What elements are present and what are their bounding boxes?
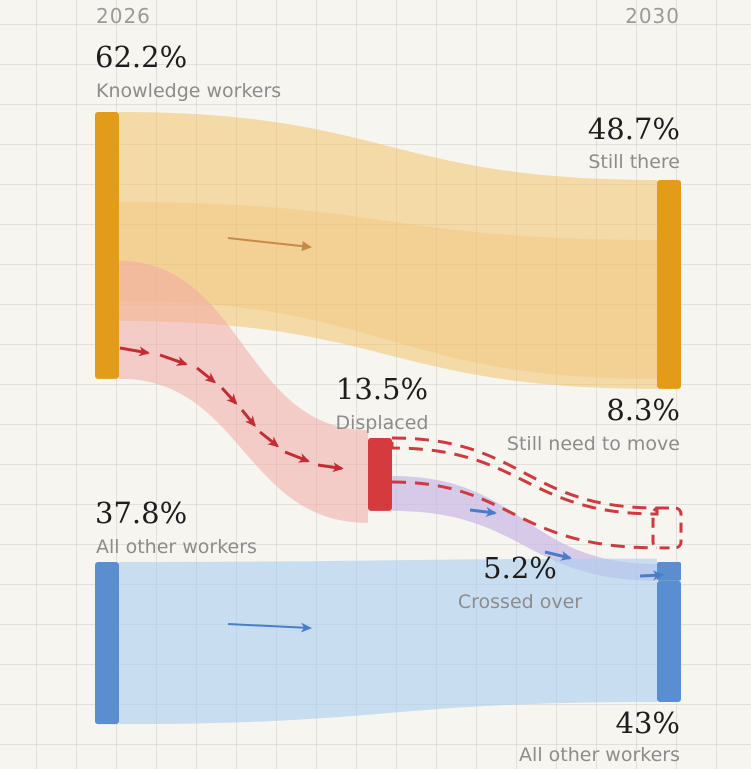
all-other-workers-2026-value: 37.8% xyxy=(95,496,188,530)
arrow-crossed-over-direction xyxy=(544,550,572,561)
flow-knowledge-to-still-there xyxy=(119,112,657,389)
arrow-displaced-chevron xyxy=(317,462,344,473)
crossed-over-label: Crossed over xyxy=(457,591,583,613)
arrow-crossed-over-direction xyxy=(639,570,664,581)
knowledge-workers-label: Knowledge workers xyxy=(96,80,282,102)
displaced-value: 13.5% xyxy=(335,372,429,406)
arrow-displaced-chevron xyxy=(240,409,256,427)
arrow-displaced-chevron xyxy=(159,353,188,366)
arrow-displaced-chevron xyxy=(220,386,238,405)
arrow-displaced-chevron xyxy=(119,346,150,357)
flow-displaced-to-crossed-over xyxy=(392,476,657,581)
arrow-displaced-chevron xyxy=(196,366,217,384)
node-still-there-2030 xyxy=(657,180,681,389)
still-there-value: 48.7% xyxy=(587,112,680,146)
arrow-other-workers-direction xyxy=(227,622,312,633)
displaced-label: Displaced xyxy=(335,412,429,434)
crossed-over-value: 5.2% xyxy=(483,551,557,585)
year-2030-label: 2030 xyxy=(625,4,680,28)
arrow-displaced-chevron xyxy=(284,450,310,463)
all-other-workers-2030-label: All other workers xyxy=(519,744,680,766)
arrow-displaced-chevron xyxy=(259,430,280,448)
still-there-label: Still there xyxy=(588,151,680,173)
node-all-other-workers-2030 xyxy=(657,580,681,702)
flow-other-to-other xyxy=(119,558,657,725)
still-need-to-move-label: Still need to move xyxy=(506,433,680,455)
arrow-crossed-over-direction xyxy=(469,506,497,517)
node-still-need-to-move xyxy=(651,506,683,550)
knowledge-workers-value: 62.2% xyxy=(95,40,188,74)
still-need-to-move-value: 8.3% xyxy=(606,393,680,427)
flow-knowledge-to-still-there-shade xyxy=(119,202,657,379)
flow-displaced-to-still-need-to-move-outline xyxy=(390,436,659,516)
arrow-still-there-direction xyxy=(227,237,312,252)
node-crossed-over xyxy=(657,562,681,581)
year-2026-label: 2026 xyxy=(96,4,151,28)
all-other-workers-2030-value: 43% xyxy=(615,706,680,740)
node-knowledge-workers-2026 xyxy=(95,112,119,379)
node-all-other-workers-2026 xyxy=(95,562,119,725)
all-other-workers-2026-label: All other workers xyxy=(96,536,257,558)
node-displaced xyxy=(368,438,392,511)
